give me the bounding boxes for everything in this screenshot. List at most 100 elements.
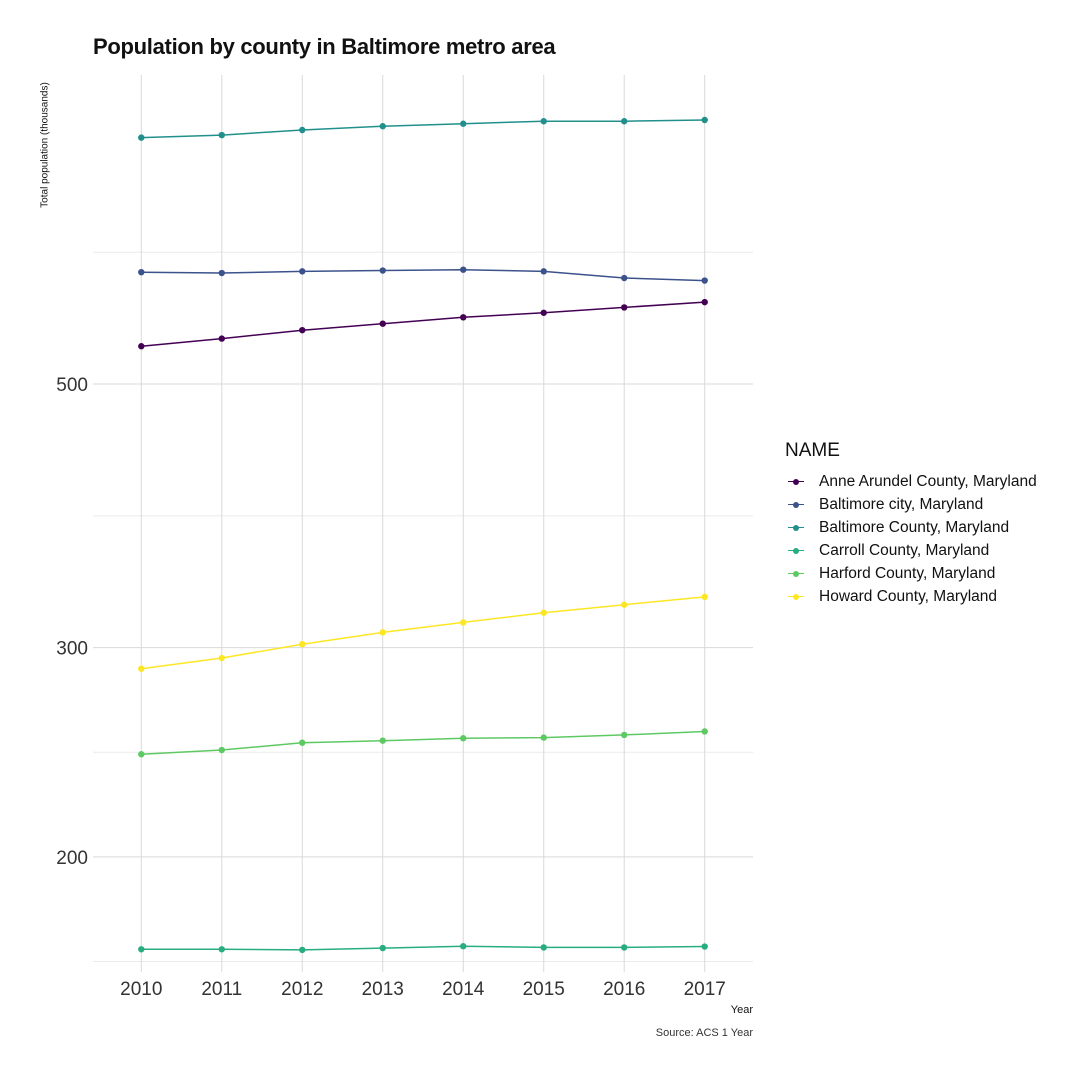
data-point	[138, 343, 145, 350]
data-point	[460, 735, 467, 742]
data-point	[701, 298, 708, 306]
data-point	[621, 274, 628, 282]
series-group	[138, 298, 708, 350]
legend-label: Baltimore city, Maryland	[819, 495, 984, 513]
legend-item: Harford County, Maryland	[785, 562, 1037, 585]
data-point	[299, 739, 306, 746]
data-point	[138, 946, 145, 953]
data-point	[540, 609, 547, 616]
data-point	[379, 123, 386, 130]
minor-gridlines	[93, 251, 753, 962]
x-tick-label: 2013	[362, 979, 404, 1000]
data-point	[460, 314, 467, 321]
data-point	[218, 269, 225, 277]
legend-key	[785, 545, 807, 557]
legend-key	[785, 591, 807, 603]
x-tick-label: 2015	[523, 979, 565, 1000]
chart-title: Population by county in Baltimore metro …	[93, 34, 556, 59]
data-point	[621, 731, 628, 739]
legend-label: Anne Arundel County, Maryland	[819, 472, 1037, 490]
major-gridlines	[93, 75, 753, 972]
data-point	[540, 309, 547, 316]
data-point	[299, 946, 306, 954]
legend-item: Carroll County, Maryland	[785, 539, 1037, 562]
y-tick-label: 300	[56, 639, 88, 660]
data-point	[540, 734, 547, 741]
data-point	[460, 943, 467, 950]
series-line	[141, 119, 705, 139]
data-point	[218, 946, 225, 953]
legend-items: Anne Arundel County, Maryland Baltimore c…	[785, 470, 1037, 608]
data-point	[460, 619, 467, 626]
data-point	[379, 267, 386, 274]
legend-title: NAME	[785, 440, 840, 461]
data-point	[218, 654, 225, 662]
series-group	[138, 266, 708, 284]
data-point	[460, 120, 467, 127]
legend: NAME Anne Arundel County, Maryland Baltim…	[785, 440, 1037, 608]
data-point	[299, 640, 306, 648]
data-point	[299, 126, 306, 134]
data-point	[138, 268, 145, 276]
y-tick-label: 200	[56, 848, 88, 869]
data-point	[460, 266, 467, 273]
data-point	[138, 134, 145, 141]
data-point	[218, 335, 225, 342]
chart-caption: Source: ACS 1 Year	[655, 1027, 753, 1039]
series-line	[141, 730, 705, 755]
legend-item: Howard County, Maryland	[785, 585, 1037, 608]
series-group	[138, 943, 708, 954]
data-point	[540, 118, 547, 125]
data-point	[540, 268, 547, 275]
legend-label: Baltimore County, Maryland	[819, 518, 1010, 536]
data-point	[701, 728, 708, 735]
legend-label: Howard County, Maryland	[819, 587, 998, 605]
series-group	[138, 116, 708, 141]
data-point	[299, 268, 306, 275]
legend-key	[785, 476, 807, 488]
data-point	[138, 751, 145, 758]
data-point	[299, 326, 306, 334]
x-tick-label: 2012	[281, 979, 323, 1000]
data-point	[621, 118, 628, 125]
data-point	[379, 629, 386, 636]
x-axis-tick-labels: 2010 2011 2012 2013 2014 2015 2016 2017	[120, 979, 726, 1000]
series-layer	[138, 116, 708, 954]
data-point	[218, 746, 225, 754]
x-tick-label: 2011	[201, 979, 242, 1000]
data-point	[379, 737, 386, 744]
y-axis-label: Total population (thousands)	[39, 82, 51, 208]
data-point	[540, 944, 547, 951]
legend-item: Baltimore County, Maryland	[785, 516, 1037, 539]
data-point	[701, 277, 708, 284]
data-point	[701, 593, 708, 601]
series-line	[141, 945, 705, 951]
data-point	[621, 304, 628, 311]
data-point	[701, 116, 708, 124]
legend-item: Anne Arundel County, Maryland	[785, 470, 1037, 493]
x-tick-label: 2017	[684, 979, 726, 1000]
data-point	[218, 131, 225, 139]
data-point	[621, 944, 628, 951]
legend-item: Baltimore city, Maryland	[785, 493, 1037, 516]
legend-label: Carroll County, Maryland	[819, 541, 990, 559]
series-line	[141, 596, 705, 670]
data-point	[138, 665, 145, 672]
legend-label: Harford County, Maryland	[819, 564, 996, 582]
legend-key	[785, 499, 807, 511]
x-tick-label: 2010	[120, 979, 162, 1000]
series-group	[138, 593, 708, 672]
data-point	[379, 320, 386, 327]
x-axis-label: Year	[730, 1004, 753, 1016]
y-tick-label: 500	[56, 375, 88, 396]
data-point	[621, 601, 628, 608]
series-line	[141, 301, 705, 347]
data-point	[379, 944, 386, 952]
series-group	[138, 728, 708, 758]
data-point	[701, 943, 708, 950]
legend-key	[785, 522, 807, 534]
series-line	[141, 268, 705, 282]
legend-key	[785, 568, 807, 580]
x-tick-label: 2014	[442, 979, 485, 1000]
